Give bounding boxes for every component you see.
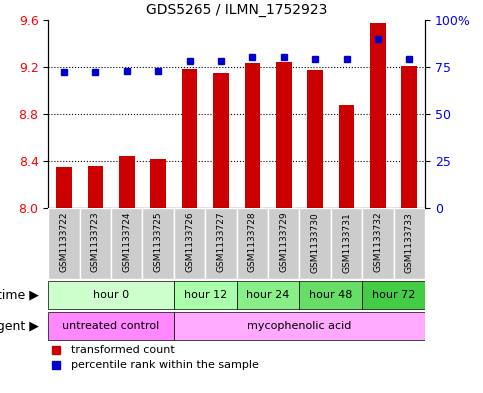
Title: GDS5265 / ILMN_1752923: GDS5265 / ILMN_1752923: [146, 3, 327, 17]
Text: hour 48: hour 48: [309, 290, 353, 300]
Bar: [401, 66, 417, 208]
Bar: [213, 73, 229, 208]
FancyBboxPatch shape: [299, 281, 362, 309]
FancyBboxPatch shape: [142, 208, 174, 279]
Bar: [119, 156, 135, 208]
FancyBboxPatch shape: [237, 281, 299, 309]
Text: hour 12: hour 12: [184, 290, 227, 300]
FancyBboxPatch shape: [174, 281, 237, 309]
Text: GSM1133725: GSM1133725: [154, 212, 163, 272]
FancyBboxPatch shape: [299, 208, 331, 279]
Text: GSM1133733: GSM1133733: [405, 212, 414, 273]
Bar: [56, 167, 72, 208]
FancyBboxPatch shape: [80, 208, 111, 279]
Text: GSM1133727: GSM1133727: [216, 212, 226, 272]
Bar: [244, 63, 260, 208]
FancyBboxPatch shape: [268, 208, 299, 279]
Bar: [276, 62, 292, 208]
FancyBboxPatch shape: [48, 208, 80, 279]
Text: percentile rank within the sample: percentile rank within the sample: [71, 360, 259, 371]
Bar: [182, 69, 198, 208]
FancyBboxPatch shape: [174, 312, 425, 340]
FancyBboxPatch shape: [394, 208, 425, 279]
Bar: [307, 70, 323, 208]
FancyBboxPatch shape: [48, 312, 174, 340]
Text: GSM1133731: GSM1133731: [342, 212, 351, 273]
Text: agent ▶: agent ▶: [0, 320, 39, 333]
Text: time ▶: time ▶: [0, 288, 39, 301]
Text: GSM1133730: GSM1133730: [311, 212, 320, 273]
FancyBboxPatch shape: [237, 208, 268, 279]
Text: GSM1133729: GSM1133729: [279, 212, 288, 272]
FancyBboxPatch shape: [48, 281, 174, 309]
FancyBboxPatch shape: [362, 208, 394, 279]
FancyBboxPatch shape: [362, 281, 425, 309]
Text: hour 0: hour 0: [93, 290, 129, 300]
Text: hour 72: hour 72: [372, 290, 415, 300]
Text: hour 24: hour 24: [246, 290, 290, 300]
FancyBboxPatch shape: [111, 208, 142, 279]
Bar: [150, 159, 166, 208]
Text: GSM1133732: GSM1133732: [373, 212, 383, 272]
Text: mycophenolic acid: mycophenolic acid: [247, 321, 352, 331]
FancyBboxPatch shape: [174, 208, 205, 279]
Bar: [370, 23, 386, 208]
Text: GSM1133723: GSM1133723: [91, 212, 100, 272]
FancyBboxPatch shape: [331, 208, 362, 279]
Text: GSM1133722: GSM1133722: [59, 212, 69, 272]
Text: GSM1133724: GSM1133724: [122, 212, 131, 272]
Text: transformed count: transformed count: [71, 345, 175, 355]
FancyBboxPatch shape: [205, 208, 237, 279]
Text: untreated control: untreated control: [62, 321, 160, 331]
Bar: [87, 166, 103, 208]
Text: GSM1133726: GSM1133726: [185, 212, 194, 272]
Text: GSM1133728: GSM1133728: [248, 212, 257, 272]
Bar: [339, 105, 355, 208]
